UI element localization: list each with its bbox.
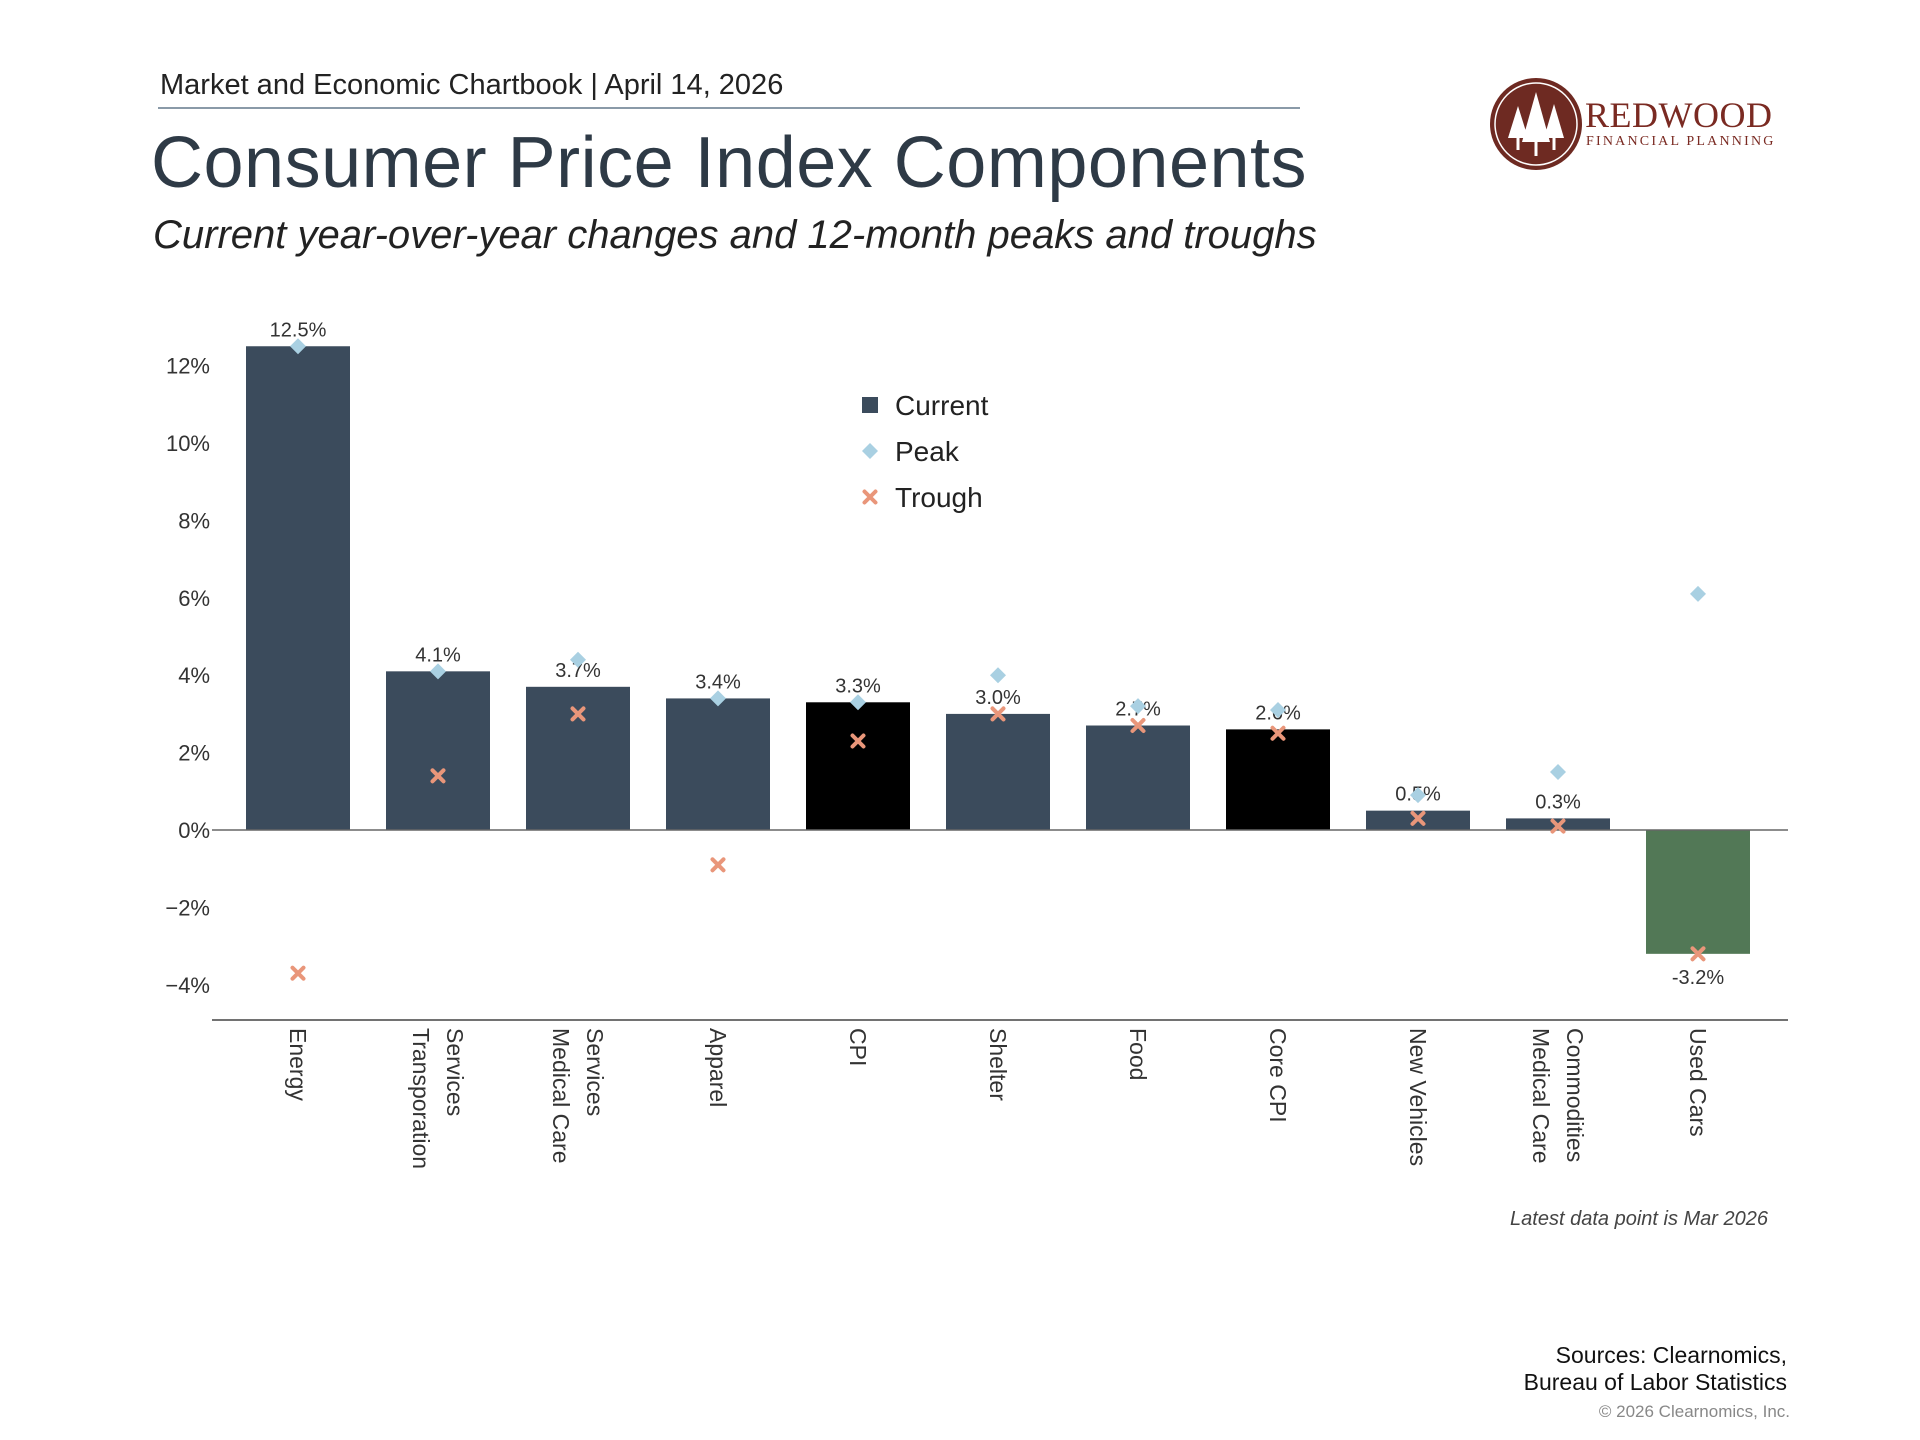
y-tick-label: 4% <box>178 663 210 688</box>
legend-peak-label: Peak <box>895 436 960 467</box>
category-label: Shelter <box>985 1028 1011 1101</box>
peak-marker <box>1690 585 1706 602</box>
legend-current-label: Current <box>895 390 989 421</box>
bar <box>386 671 490 830</box>
peak-marker <box>430 663 446 680</box>
page-title: Consumer Price Index Components <box>151 123 1308 203</box>
data-label: 3.4% <box>695 671 741 693</box>
trough-marker <box>1270 725 1286 741</box>
bar <box>1646 830 1750 954</box>
peak-marker <box>990 667 1006 684</box>
bar <box>1086 725 1190 830</box>
redwood-trees-icon <box>1490 78 1582 170</box>
category-label: Medical Care Services <box>548 1028 608 1164</box>
legend-trough-swatch <box>862 489 878 505</box>
legend-peak-swatch <box>862 443 878 459</box>
sources: Sources: Clearnomics, Bureau of Labor St… <box>1524 1342 1787 1396</box>
trough-marker <box>290 965 306 981</box>
trough-marker <box>430 768 446 784</box>
bar <box>666 698 770 830</box>
data-label: 12.5% <box>270 319 327 341</box>
bar <box>806 702 910 830</box>
category-label: Apparel <box>705 1028 731 1107</box>
category-label: New Vehicles <box>1405 1028 1431 1166</box>
trough-marker <box>1130 718 1146 734</box>
y-tick-label: 2% <box>178 741 210 766</box>
y-tick-label: 8% <box>178 508 210 533</box>
peak-marker <box>290 338 306 355</box>
y-tick-label: 10% <box>166 431 210 456</box>
peak-marker <box>1270 702 1286 719</box>
bar <box>1226 729 1330 830</box>
peak-marker <box>850 694 866 711</box>
sources-line-2: Bureau of Labor Statistics <box>1523 1369 1787 1395</box>
bar <box>526 686 630 830</box>
trough-marker <box>990 706 1006 722</box>
peak-marker <box>710 690 726 707</box>
bar <box>946 713 1050 830</box>
logo-name: REDWOOD <box>1585 95 1773 135</box>
trough-marker <box>710 857 726 873</box>
y-tick-label: 6% <box>178 586 210 611</box>
y-tick-label: −4% <box>165 973 210 998</box>
page-subtitle: Current year-over-year changes and 12-mo… <box>153 213 1317 257</box>
peak-marker <box>1130 698 1146 715</box>
data-label: 3.3% <box>835 675 881 697</box>
legend-trough-label: Trough <box>895 482 983 513</box>
y-tick-label: 12% <box>166 354 210 379</box>
y-tick-label: 0% <box>178 818 210 843</box>
data-label: 3.0% <box>975 687 1021 709</box>
redwood-logo: REDWOOD FINANCIAL PLANNING <box>1488 76 1778 172</box>
peak-marker <box>1550 763 1566 780</box>
y-tick-label: −2% <box>165 895 210 920</box>
trough-marker <box>1690 946 1706 962</box>
category-label: Used Cars <box>1685 1028 1711 1137</box>
category-label: Medical Care Commodities <box>1528 1028 1588 1164</box>
header-rule <box>158 107 1300 109</box>
data-label: 0.3% <box>1535 791 1581 813</box>
trough-marker <box>1550 818 1566 834</box>
category-label: CPI <box>845 1028 871 1066</box>
logo-tagline: FINANCIAL PLANNING <box>1586 134 1776 149</box>
legend-current-swatch <box>862 397 878 413</box>
bar <box>246 346 350 830</box>
trough-marker <box>570 706 586 722</box>
peak-marker <box>1410 787 1426 804</box>
trough-marker <box>850 733 866 749</box>
latest-data-note: Latest data point is Mar 2026 <box>1510 1208 1768 1230</box>
category-label: Energy <box>285 1028 311 1101</box>
category-label: Core CPI <box>1265 1028 1291 1123</box>
peak-marker <box>570 651 586 668</box>
data-label: 4.1% <box>415 644 461 666</box>
trough-marker <box>1410 810 1426 826</box>
sources-line-1: Sources: Clearnomics, <box>1555 1342 1787 1368</box>
copyright: © 2026 Clearnomics, Inc. <box>1598 1402 1790 1421</box>
chartbook-header: Market and Economic Chartbook | April 14… <box>160 69 784 101</box>
category-label: Food <box>1125 1028 1151 1080</box>
data-label: 3.7% <box>555 660 601 682</box>
data-label: -3.2% <box>1672 967 1724 989</box>
category-label: Transporation Services <box>408 1028 468 1169</box>
